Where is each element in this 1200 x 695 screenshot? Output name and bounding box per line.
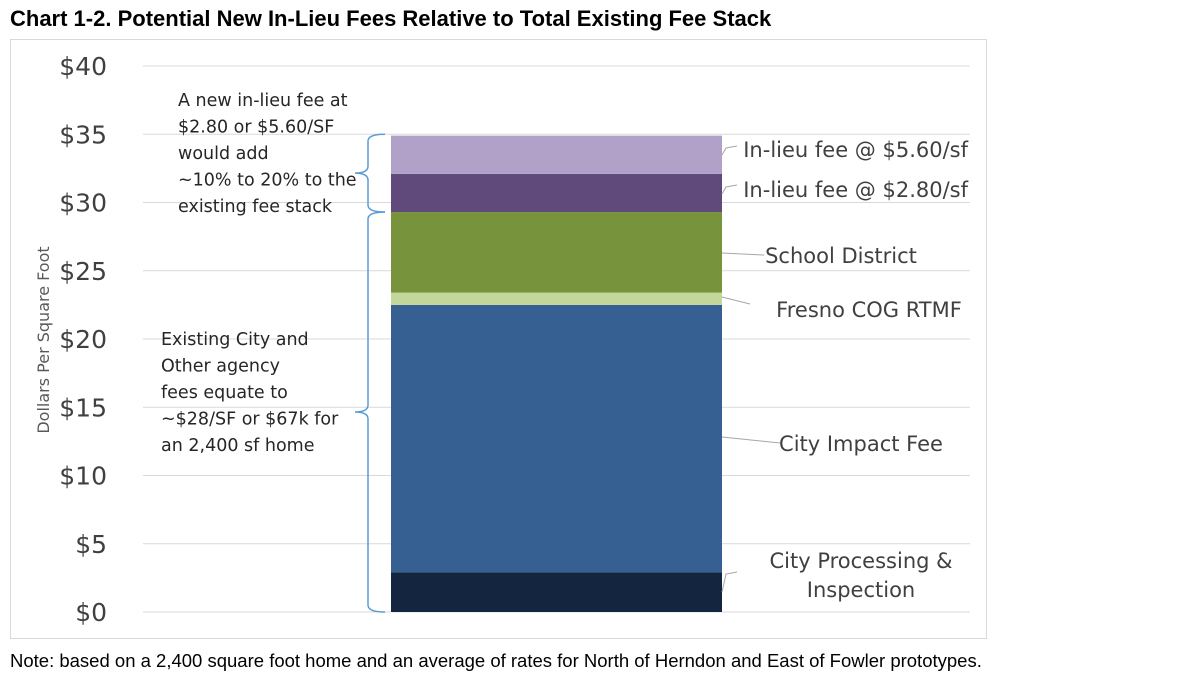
y-tick-label: $25 bbox=[59, 257, 107, 286]
segment-label: Fresno COG RTMF bbox=[776, 298, 962, 322]
y-axis-label: Dollars Per Square Foot bbox=[34, 246, 53, 433]
annotation-text: ~10% to 20% to the bbox=[178, 171, 357, 191]
leader-line bbox=[721, 184, 738, 195]
y-tick-label: $10 bbox=[59, 462, 107, 491]
segment-label: School District bbox=[765, 244, 917, 268]
annotation-text: Existing City and bbox=[161, 330, 309, 350]
footnote: Note: based on a 2,400 square foot home … bbox=[10, 650, 982, 671]
leader-line bbox=[721, 571, 738, 593]
segment-labels: City Processing & Inspection City Impact F… bbox=[721, 138, 969, 602]
leader-line bbox=[721, 436, 781, 444]
y-tick-label: $20 bbox=[59, 325, 107, 354]
bar-segment bbox=[391, 212, 722, 293]
leader-line bbox=[721, 252, 765, 256]
bar-segment bbox=[391, 304, 722, 573]
bar-segment bbox=[391, 135, 722, 174]
y-tick-label: $35 bbox=[59, 120, 107, 149]
y-tick-label: $0 bbox=[75, 598, 107, 627]
leader-line bbox=[721, 145, 738, 156]
bar-segments bbox=[391, 135, 722, 612]
segment-label: Inspection bbox=[807, 578, 915, 602]
bar-segment bbox=[391, 572, 722, 612]
chart-title: Chart 1-2. Potential New In-Lieu Fees Re… bbox=[10, 6, 772, 31]
segment-label: City Processing & bbox=[769, 549, 952, 573]
leader-line bbox=[721, 296, 751, 305]
y-tick-label: $5 bbox=[75, 530, 107, 559]
segment-label: In-lieu fee @ $5.60/sf bbox=[743, 138, 968, 162]
annotation-text: an 2,400 sf home bbox=[161, 436, 315, 456]
annotation-text: ~$28/SF or $67k for bbox=[161, 410, 339, 430]
annotation-text: existing fee stack bbox=[178, 197, 333, 217]
chart-frame bbox=[10, 39, 987, 639]
y-tick-label: $40 bbox=[59, 52, 107, 81]
annotation-text: A new in-lieu fee at bbox=[178, 91, 348, 111]
y-tick-label: $30 bbox=[59, 189, 107, 218]
stacked-bar-chart: $0 $5 $10 $15 $20 $25 $30 $35 $40 Dollars Per Sq… bbox=[34, 52, 970, 627]
annotation-text: Other agency bbox=[161, 357, 280, 377]
annotations: A new in-lieu fee at $2.80 or $5.60/SF wou… bbox=[161, 91, 386, 613]
annotation-text: $2.80 or $5.60/SF bbox=[178, 118, 334, 138]
y-tick-labels: $0 $5 $10 $15 $20 $25 $30 $35 $40 bbox=[59, 52, 107, 627]
y-tick-label: $15 bbox=[59, 393, 107, 422]
annotation-brace bbox=[354, 211, 386, 613]
annotation-text: would add bbox=[178, 144, 269, 164]
bar-segment bbox=[391, 292, 722, 305]
annotation-text: fees equate to bbox=[161, 383, 288, 403]
bar-segment bbox=[391, 173, 722, 213]
annotation-brace bbox=[354, 133, 386, 213]
segment-label: In-lieu fee @ $2.80/sf bbox=[743, 178, 968, 202]
segment-label: City Impact Fee bbox=[779, 432, 943, 456]
